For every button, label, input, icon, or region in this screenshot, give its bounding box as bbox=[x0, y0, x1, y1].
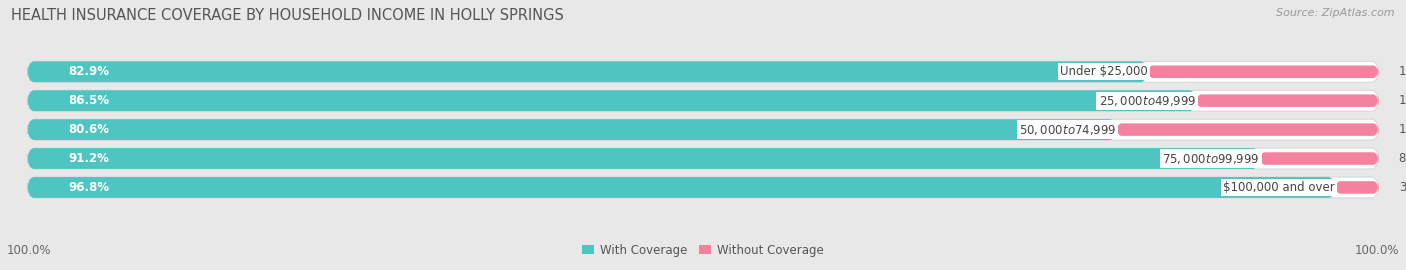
FancyBboxPatch shape bbox=[1116, 123, 1378, 136]
Text: HEALTH INSURANCE COVERAGE BY HOUSEHOLD INCOME IN HOLLY SPRINGS: HEALTH INSURANCE COVERAGE BY HOUSEHOLD I… bbox=[11, 8, 564, 23]
Text: 100.0%: 100.0% bbox=[7, 244, 52, 256]
Text: 19.4%: 19.4% bbox=[1399, 123, 1406, 136]
Text: 13.5%: 13.5% bbox=[1399, 94, 1406, 107]
Text: 100.0%: 100.0% bbox=[1354, 244, 1399, 256]
FancyBboxPatch shape bbox=[28, 148, 1260, 169]
FancyBboxPatch shape bbox=[28, 177, 1336, 198]
Text: Source: ZipAtlas.com: Source: ZipAtlas.com bbox=[1277, 8, 1395, 18]
FancyBboxPatch shape bbox=[28, 119, 1378, 140]
FancyBboxPatch shape bbox=[1197, 94, 1378, 107]
Text: 3.2%: 3.2% bbox=[1399, 181, 1406, 194]
Text: $25,000 to $49,999: $25,000 to $49,999 bbox=[1098, 94, 1197, 108]
Text: 86.5%: 86.5% bbox=[67, 94, 110, 107]
FancyBboxPatch shape bbox=[28, 177, 1378, 198]
FancyBboxPatch shape bbox=[28, 119, 1116, 140]
FancyBboxPatch shape bbox=[28, 61, 1378, 82]
Text: $75,000 to $99,999: $75,000 to $99,999 bbox=[1163, 151, 1260, 166]
Legend: With Coverage, Without Coverage: With Coverage, Without Coverage bbox=[578, 239, 828, 261]
Text: $50,000 to $74,999: $50,000 to $74,999 bbox=[1019, 123, 1116, 137]
Text: 8.8%: 8.8% bbox=[1399, 152, 1406, 165]
Text: Under $25,000: Under $25,000 bbox=[1060, 65, 1147, 78]
FancyBboxPatch shape bbox=[28, 90, 1197, 111]
FancyBboxPatch shape bbox=[1336, 181, 1378, 194]
FancyBboxPatch shape bbox=[28, 61, 1147, 82]
Text: $100,000 and over: $100,000 and over bbox=[1223, 181, 1336, 194]
FancyBboxPatch shape bbox=[1147, 66, 1378, 78]
FancyBboxPatch shape bbox=[28, 148, 1378, 169]
FancyBboxPatch shape bbox=[28, 90, 1378, 111]
Text: 82.9%: 82.9% bbox=[67, 65, 110, 78]
Text: 96.8%: 96.8% bbox=[67, 181, 110, 194]
Text: 17.1%: 17.1% bbox=[1399, 65, 1406, 78]
Text: 91.2%: 91.2% bbox=[67, 152, 110, 165]
FancyBboxPatch shape bbox=[1260, 152, 1378, 165]
Text: 80.6%: 80.6% bbox=[67, 123, 110, 136]
